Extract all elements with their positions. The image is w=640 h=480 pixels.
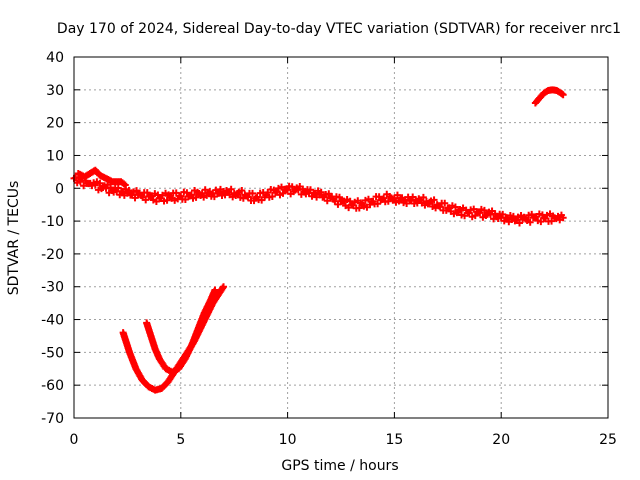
data-point-arc-c <box>559 91 567 99</box>
data-points <box>70 86 567 394</box>
y-tick-label: -70 <box>41 411 64 427</box>
data-point-main <box>480 206 488 214</box>
data-point-main <box>471 212 479 220</box>
data-point-main <box>451 203 459 211</box>
data-point-main <box>268 193 276 201</box>
data-point-main <box>374 200 382 208</box>
y-tick-label: 20 <box>46 116 64 132</box>
x-tick-label: 20 <box>492 432 510 448</box>
ticks: 0 5 10 15 20 25 -70 -60 -50 -40 -30 -20 -10 0 10 20 30 40 <box>41 50 617 448</box>
data-point-main <box>279 189 287 197</box>
data-point-main <box>436 203 444 211</box>
data-point-main <box>537 218 545 226</box>
y-tick-label: -20 <box>41 247 64 263</box>
y-tick-label: -40 <box>41 313 64 329</box>
y-tick-label: 0 <box>55 181 64 197</box>
data-point-main <box>238 186 246 194</box>
x-tick-label: 0 <box>70 432 79 448</box>
data-point-main <box>163 196 171 204</box>
data-point-main <box>227 185 235 193</box>
data-point-main <box>249 189 257 197</box>
data-point-arc-a <box>220 283 228 291</box>
data-point-main <box>393 191 401 199</box>
data-point-main <box>559 214 567 222</box>
x-tick-label: 15 <box>385 432 403 448</box>
data-point-scatter-spikes <box>121 181 129 189</box>
x-tick-label: 5 <box>176 432 185 448</box>
y-tick-label: 10 <box>46 148 64 164</box>
data-point-main <box>554 212 562 220</box>
x-tick-label: 10 <box>279 432 297 448</box>
plot-frame <box>73 56 609 419</box>
data-point-main <box>96 179 104 187</box>
data-point-main <box>335 193 343 201</box>
data-point-main <box>317 188 325 196</box>
data-point-main <box>244 193 252 201</box>
y-tick-label: -60 <box>41 378 64 394</box>
data-point-arc-b <box>211 286 219 294</box>
data-point-main <box>380 194 388 202</box>
y-tick-label: -50 <box>41 345 64 361</box>
data-point-main <box>441 199 449 207</box>
y-tick-label: -10 <box>41 214 64 230</box>
data-point-main <box>430 196 438 204</box>
chart-title: Day 170 of 2024, Sidereal Day-to-day VTE… <box>57 21 621 37</box>
data-point-main <box>526 218 534 226</box>
data-point-main <box>192 193 200 201</box>
data-point-main <box>419 193 427 201</box>
grid <box>74 57 608 418</box>
data-point-main <box>125 186 133 194</box>
y-tick-label: 30 <box>46 83 64 99</box>
y-axis-label: SDTVAR / TECUs <box>6 181 22 296</box>
y-tick-label: -30 <box>41 280 64 296</box>
data-point-main <box>516 219 524 227</box>
x-tick-label: 25 <box>599 432 617 448</box>
x-axis-label: GPS time / hours <box>281 458 398 474</box>
data-point-main <box>284 186 292 194</box>
y-tick-label: 40 <box>46 50 64 66</box>
